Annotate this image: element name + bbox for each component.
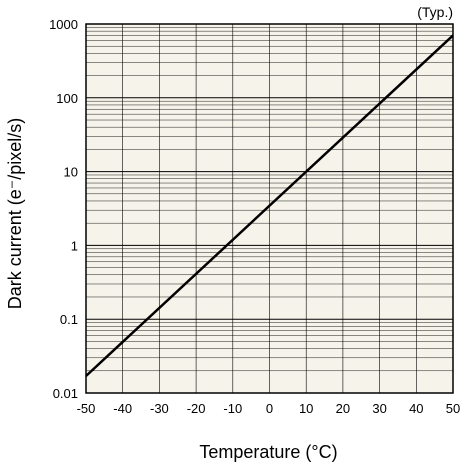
x-tick-labels: -50 -40 -30 -20 -10 0 10 20 30 40 50 — [77, 401, 461, 416]
x-tick-label: -50 — [77, 401, 96, 416]
x-tick-label: -30 — [150, 401, 169, 416]
y-tick-label: 100 — [56, 91, 78, 106]
x-tick-label: -40 — [113, 401, 132, 416]
grid-lines — [86, 24, 453, 393]
x-axis-title: Temperature (°C) — [199, 442, 337, 462]
x-tick-label: 40 — [409, 401, 423, 416]
y-tick-label: 1000 — [49, 17, 78, 32]
series-line — [85, 34, 454, 377]
x-tick-label: -20 — [187, 401, 206, 416]
x-tick-label: 50 — [446, 401, 460, 416]
y-tick-label: 10 — [64, 165, 78, 180]
y-tick-label: 0.01 — [53, 386, 78, 401]
y-tick-label: 1 — [71, 238, 78, 253]
plot-frame — [85, 23, 454, 394]
y-tick-label: 0.1 — [60, 312, 78, 327]
x-tick-label: 20 — [336, 401, 350, 416]
x-tick-label: 30 — [372, 401, 386, 416]
y-tick-labels: 0.01 0.1 1 10 100 1000 — [49, 17, 78, 401]
x-tick-label: 0 — [266, 401, 273, 416]
y-axis-title: Dark current (e⁻/pixel/s) — [5, 118, 25, 310]
typical-note: (Typ.) — [417, 4, 453, 20]
x-tick-label: 10 — [299, 401, 313, 416]
x-tick-label: -10 — [223, 401, 242, 416]
